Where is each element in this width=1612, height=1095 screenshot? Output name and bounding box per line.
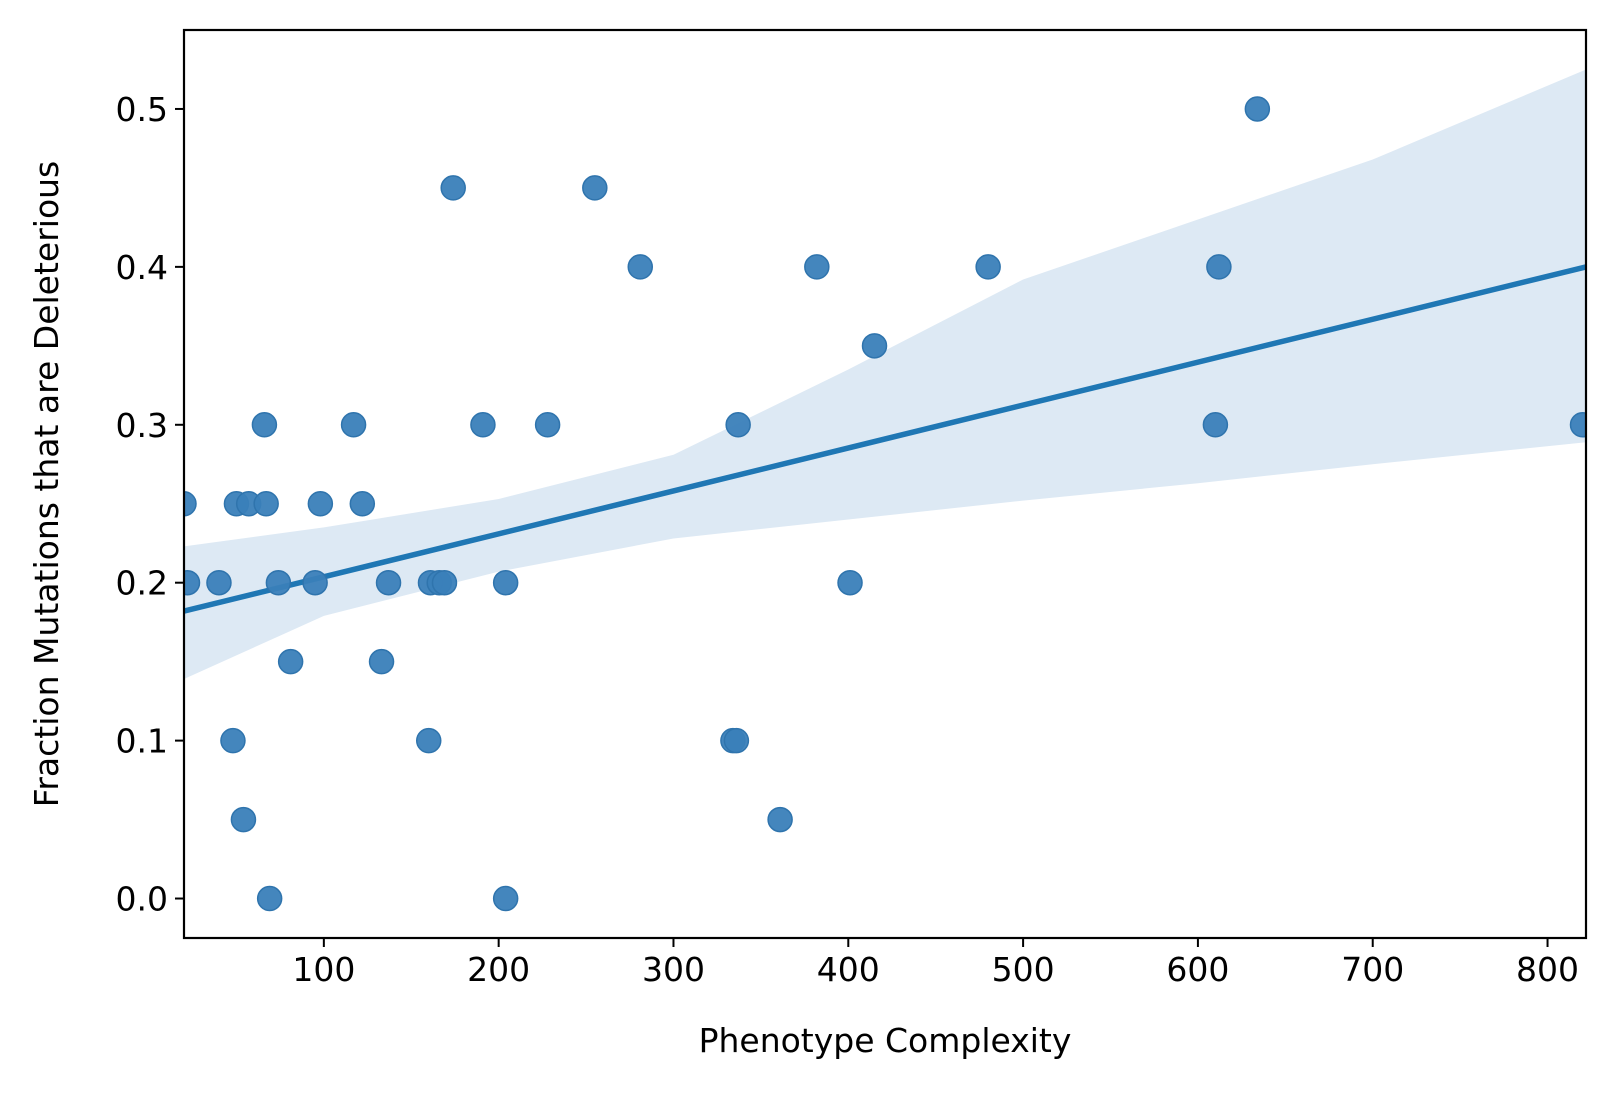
regression-line bbox=[184, 264, 1586, 614]
y-axis-ticks: 0.0 0.1 0.2 0.3 0.4 0.5 bbox=[116, 90, 184, 919]
data-point bbox=[220, 727, 246, 754]
data-point bbox=[230, 806, 257, 833]
data-point bbox=[368, 648, 395, 675]
data-point bbox=[415, 727, 442, 754]
data-point bbox=[340, 412, 367, 438]
data-point bbox=[375, 569, 402, 596]
data-point bbox=[534, 412, 561, 438]
data-point bbox=[256, 885, 283, 912]
data-point bbox=[184, 490, 197, 517]
regression-line-layer bbox=[184, 264, 1586, 614]
data-point bbox=[253, 490, 279, 517]
data-point bbox=[492, 569, 519, 596]
data-point bbox=[1202, 412, 1229, 438]
data-point bbox=[251, 412, 278, 438]
x-tick-label: 100 bbox=[292, 950, 355, 989]
data-point bbox=[837, 569, 863, 596]
data-point bbox=[349, 490, 376, 517]
data-point bbox=[725, 412, 751, 438]
data-point bbox=[975, 254, 1001, 280]
x-tick-label: 200 bbox=[467, 950, 530, 989]
y-tick-label: 0.1 bbox=[116, 722, 168, 761]
x-tick-label: 600 bbox=[1166, 950, 1229, 989]
data-point bbox=[431, 569, 458, 596]
y-tick-label: 0.3 bbox=[116, 406, 168, 445]
x-tick-label: 300 bbox=[642, 950, 705, 989]
x-tick-label: 400 bbox=[817, 950, 880, 989]
data-point bbox=[1206, 254, 1232, 280]
data-point bbox=[470, 412, 496, 438]
x-tick-label: 700 bbox=[1341, 950, 1404, 989]
data-point bbox=[1569, 412, 1586, 438]
data-point bbox=[492, 885, 519, 912]
data-point bbox=[277, 648, 304, 675]
data-point bbox=[627, 254, 654, 280]
plot-frame bbox=[182, 28, 1588, 940]
scatter-points-layer bbox=[184, 96, 1586, 912]
data-point bbox=[184, 569, 201, 596]
y-tick-label: 0.5 bbox=[116, 90, 168, 129]
y-tick-label: 0.0 bbox=[116, 880, 168, 919]
data-point bbox=[723, 727, 750, 754]
data-point bbox=[861, 333, 888, 359]
data-point bbox=[206, 569, 232, 596]
data-point bbox=[767, 806, 793, 833]
x-tick-label: 800 bbox=[1516, 950, 1579, 989]
y-tick-label: 0.4 bbox=[116, 248, 168, 287]
y-axis-label: Fraction Mutations that are Deleterious bbox=[27, 161, 66, 807]
x-axis-ticks: 100 200 300 400 500 600 700 800 bbox=[292, 938, 1579, 989]
data-point bbox=[582, 175, 608, 201]
data-point bbox=[307, 490, 334, 517]
data-point bbox=[265, 569, 292, 596]
data-point bbox=[440, 175, 466, 201]
data-point bbox=[804, 254, 830, 280]
x-axis-label: Phenotype Complexity bbox=[699, 1021, 1072, 1060]
data-point bbox=[1244, 96, 1271, 122]
data-point bbox=[302, 569, 328, 596]
x-tick-label: 500 bbox=[992, 950, 1055, 989]
y-tick-label: 0.2 bbox=[116, 564, 168, 603]
